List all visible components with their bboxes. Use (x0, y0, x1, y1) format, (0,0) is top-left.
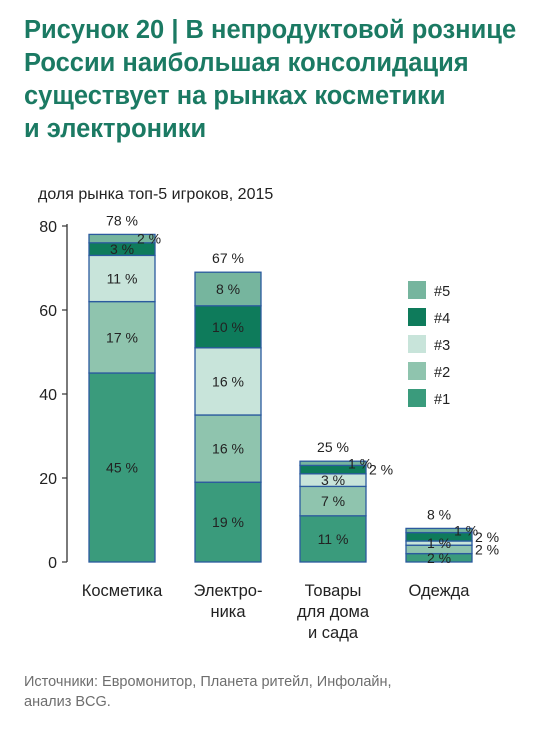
bar-segment (299, 515, 367, 563)
segment-label: 2 % (475, 529, 499, 545)
segment-label: 45 % (106, 460, 138, 476)
segment-label: 8 % (216, 281, 240, 297)
segment-label: 1 % (454, 523, 478, 539)
segment-label: 16 % (212, 441, 244, 457)
legend-label: #1 (434, 392, 450, 408)
segment-label: 1 % (348, 455, 372, 471)
y-tick-label: 0 (48, 555, 57, 572)
bar-segment (194, 347, 262, 416)
x-category-label: и сада (308, 624, 359, 642)
legend-label: #2 (434, 365, 450, 381)
segment-label: 1 % (427, 535, 451, 551)
segment-label: 10 % (212, 319, 244, 335)
segment-label: 11 % (107, 271, 138, 287)
legend-label: #3 (434, 338, 450, 354)
segment-label: 2 % (427, 550, 451, 566)
x-category-label: Одежда (409, 582, 471, 600)
segment-label: 19 % (212, 514, 244, 530)
segment-label: 2 % (369, 462, 393, 478)
bar-segment (194, 305, 262, 349)
segment-label: 3 % (321, 472, 345, 488)
bar-segment (405, 527, 473, 534)
y-tick-label: 40 (39, 387, 57, 404)
source-note: Источники: Евромонитор, Планета ритейл, … (24, 672, 392, 712)
legend-swatch (408, 281, 426, 299)
y-tick-label: 60 (39, 303, 57, 320)
bar-total-label: 78 % (106, 212, 138, 228)
legend-swatch (408, 389, 426, 407)
y-tick-label: 20 (39, 471, 57, 488)
source-line: Источники: Евромонитор, Планета ритейл, … (24, 674, 392, 690)
bar-segment (88, 300, 156, 374)
source-line: анализ BCG. (24, 694, 111, 710)
segment-label: 2 % (475, 541, 499, 557)
bar-total-label: 25 % (317, 439, 349, 455)
chart-subtitle: доля рынка топ-5 игроков, 2015 (38, 186, 274, 203)
segment-label: 17 % (106, 329, 138, 345)
x-category-label: Косметика (82, 582, 163, 600)
segment-label: 2 % (137, 231, 161, 247)
segment-label: 3 % (110, 241, 134, 257)
title-line: существует на рынках косметики (24, 82, 446, 110)
x-category-label: Электро- (194, 582, 263, 600)
x-category-label: Товары (305, 582, 362, 600)
title-line: и электроники (24, 115, 207, 143)
legend-label: #4 (434, 311, 450, 327)
bar-total-label: 67 % (212, 250, 244, 266)
segment-label: 7 % (321, 493, 345, 509)
title-line: России наибольшая консолидация (24, 49, 469, 77)
chart-title: Рисунок 20 | В непродуктовой рознице Рос… (24, 14, 534, 146)
bar-total-label: 8 % (427, 506, 451, 522)
bar-segment (299, 460, 367, 467)
legend-label: #5 (434, 284, 450, 300)
x-category-label: для дома (297, 603, 370, 621)
segment-label: 16 % (212, 373, 244, 389)
title-line: Рисунок 20 | В непродуктовой рознице (24, 16, 517, 44)
bar-segment (88, 254, 156, 303)
bar-segment (88, 372, 156, 563)
x-category-label: ника (210, 603, 246, 621)
legend-swatch (408, 308, 426, 326)
y-tick-label: 80 (39, 219, 57, 236)
segment-label: 11 % (318, 531, 349, 547)
legend-swatch (408, 335, 426, 353)
bar-segment (88, 233, 156, 244)
bar-segment (194, 414, 262, 483)
bar-segment (194, 481, 262, 563)
bar-segment (194, 271, 262, 307)
legend-swatch (408, 362, 426, 380)
bar-segment (299, 485, 367, 517)
